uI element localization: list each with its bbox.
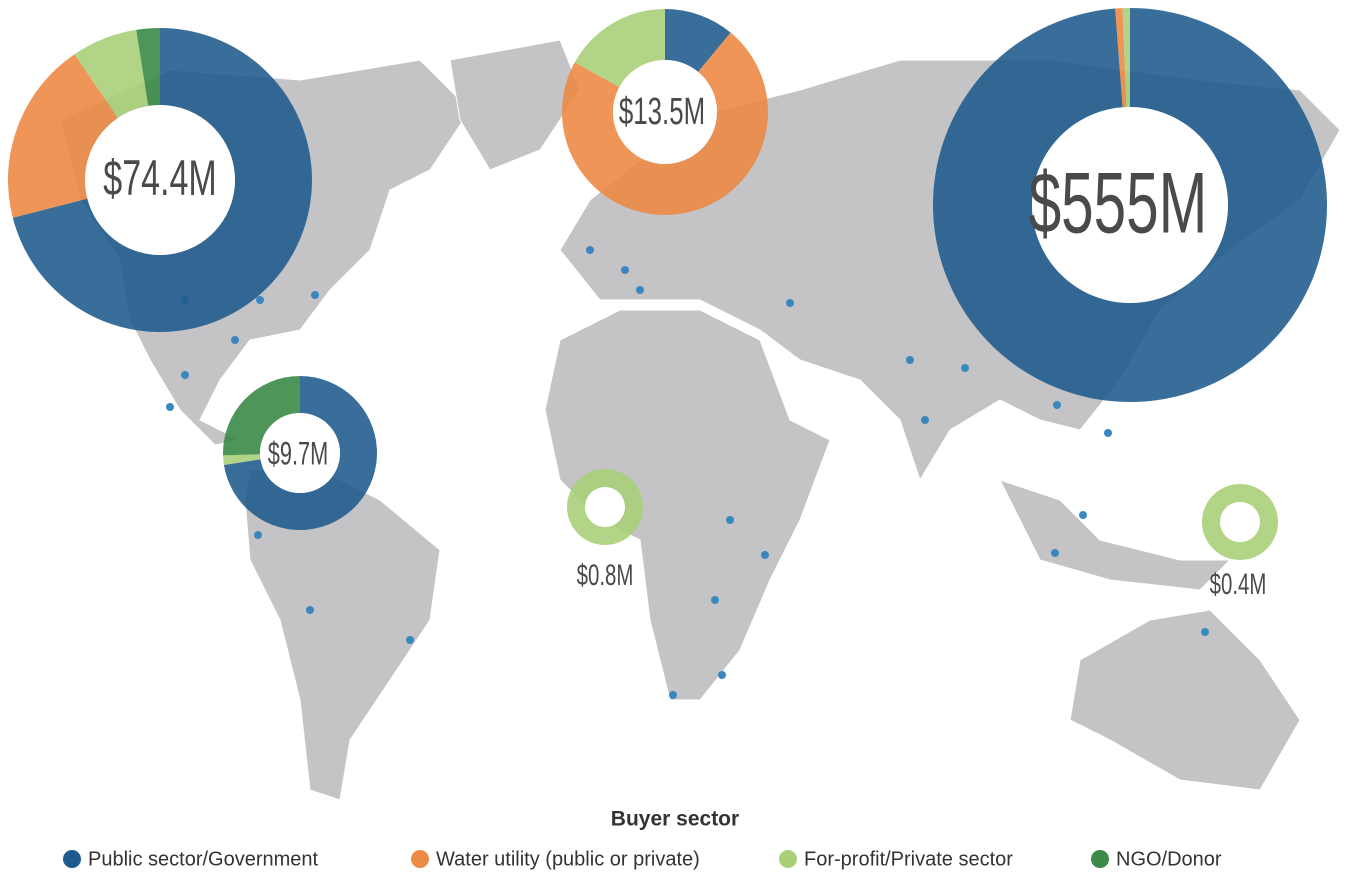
donut-hole <box>260 413 340 493</box>
australia <box>1069 609 1301 791</box>
dot <box>311 291 319 299</box>
legend-label: For-profit/Private sector <box>804 848 1013 870</box>
donut-hole <box>1220 502 1260 542</box>
dot <box>1104 429 1112 437</box>
legend-label: Water utility (public or private) <box>436 848 700 870</box>
dot <box>406 636 414 644</box>
donut-segment <box>223 376 300 456</box>
dot <box>726 516 734 524</box>
dot <box>231 336 239 344</box>
donut-segment <box>574 9 665 87</box>
donut-segment <box>136 28 160 106</box>
dot <box>718 671 726 679</box>
donut-label: $9.7M <box>268 435 328 471</box>
donut-segment <box>1115 8 1127 108</box>
donut-segment <box>74 29 149 118</box>
dot <box>621 266 629 274</box>
donut-label: $0.4M <box>1210 568 1267 601</box>
donut-label: $74.4M <box>103 151 216 207</box>
donut-segment <box>223 376 377 530</box>
legend-swatch <box>1091 850 1109 868</box>
legend-label: Public sector/Government <box>88 848 319 870</box>
legend-title: Buyer sector <box>611 808 739 831</box>
donut-segment <box>665 9 731 72</box>
donut-segment <box>7 54 118 218</box>
donuts: $74.4M $13.5M $555M $9.7M $0.8M $0.4M <box>7 8 1327 601</box>
legend-swatch <box>779 850 797 868</box>
greenland <box>449 39 581 171</box>
donut-hole <box>585 487 625 527</box>
dot <box>786 299 794 307</box>
dot <box>1079 511 1087 519</box>
donut-segment <box>1122 8 1130 108</box>
dot <box>1051 549 1059 557</box>
dot <box>586 246 594 254</box>
legend-swatch <box>63 850 81 868</box>
dot <box>906 356 914 364</box>
donut-label: $0.8M <box>577 559 634 592</box>
donut-label: $555M <box>1029 154 1208 251</box>
dot <box>761 551 769 559</box>
dot <box>254 531 262 539</box>
donut-segment <box>12 28 312 332</box>
dot <box>166 403 174 411</box>
dot <box>1053 401 1061 409</box>
legend-swatch <box>411 850 429 868</box>
donut-hole <box>613 60 717 164</box>
donut-segment <box>223 454 261 466</box>
legend: Public sector/Government Water utility (p… <box>63 848 1222 870</box>
dot <box>711 596 719 604</box>
dot <box>1201 628 1209 636</box>
dot <box>921 416 929 424</box>
dot <box>669 691 677 699</box>
dot <box>256 296 264 304</box>
donut-hole <box>1032 107 1228 303</box>
dot <box>961 364 969 372</box>
donut-segment <box>1201 484 1278 560</box>
southeast-asia <box>999 479 1232 591</box>
dot <box>181 371 189 379</box>
donut-hole <box>85 105 235 255</box>
dot <box>306 606 314 614</box>
donut-label: $13.5M <box>619 90 705 132</box>
donut-segment <box>566 469 643 545</box>
donut-segment <box>562 32 768 216</box>
south-america <box>244 469 441 801</box>
donut-segment <box>933 8 1327 403</box>
legend-label: NGO/Donor <box>1116 848 1222 870</box>
dot <box>636 286 644 294</box>
